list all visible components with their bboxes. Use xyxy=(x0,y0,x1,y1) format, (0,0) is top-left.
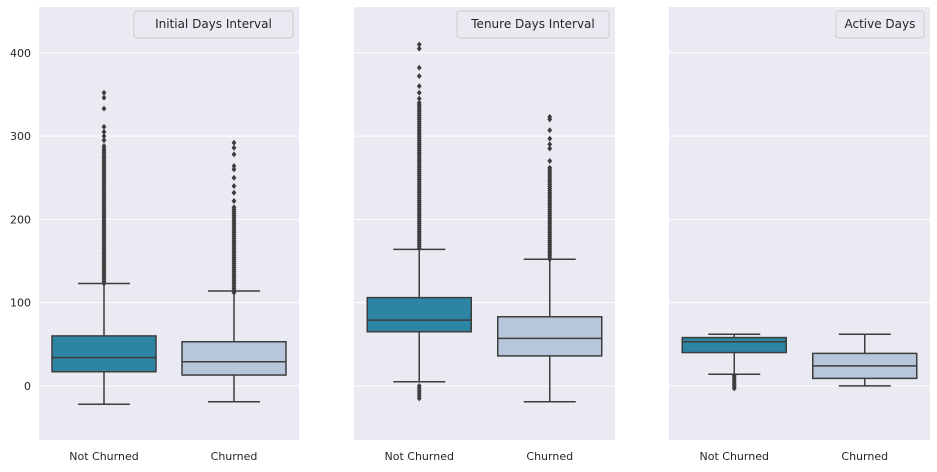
chart-panel-1: 0 100 200 300 400 Not Churned Churned Initial D… xyxy=(10,7,299,463)
chart-panel-3: Not Churned Churned Active Days xyxy=(669,7,930,463)
outlier-point xyxy=(416,83,422,90)
legend-frame xyxy=(835,10,925,39)
outlier-point xyxy=(416,99,422,106)
outlier-point xyxy=(231,198,237,205)
legend-title: Tenure Days Interval xyxy=(470,17,594,31)
legend-title: Initial Days Interval xyxy=(155,17,272,31)
outlier-point xyxy=(231,144,237,151)
box-not-churned xyxy=(366,41,472,402)
outlier-point xyxy=(231,139,237,146)
outlier-point xyxy=(231,189,237,196)
outlier-point xyxy=(101,143,107,150)
legend: Initial Days Interval xyxy=(133,10,294,39)
y-tick-label: 400 xyxy=(10,47,31,60)
outlier-point xyxy=(416,89,422,96)
outlier-point xyxy=(231,166,237,173)
box-iqr xyxy=(681,336,787,354)
x-tick-label: Not Churned xyxy=(700,450,769,463)
outlier-point xyxy=(101,128,107,135)
outlier-point xyxy=(231,151,237,158)
outlier-point xyxy=(231,174,237,181)
outlier-point xyxy=(547,158,553,165)
outlier-point xyxy=(547,127,553,134)
x-tick-label: Churned xyxy=(526,450,573,463)
chart-panel-2: Not Churned Churned Tenure Days Interval xyxy=(354,7,615,463)
outlier-point xyxy=(731,372,737,379)
legend-frame xyxy=(133,10,294,39)
box-iqr xyxy=(51,335,157,373)
box-churned xyxy=(181,139,287,403)
x-tick-label: Churned xyxy=(211,450,258,463)
outlier-point xyxy=(547,164,553,171)
x-tick-label: Churned xyxy=(841,450,888,463)
outlier-point xyxy=(416,41,422,48)
outlier-point xyxy=(101,137,107,144)
x-tick-label: Not Churned xyxy=(385,450,454,463)
legend-title: Active Days xyxy=(845,17,916,31)
box-churned xyxy=(812,333,918,387)
box-iqr xyxy=(366,296,472,333)
outlier-point xyxy=(416,382,422,389)
outlier-point xyxy=(231,163,237,170)
outlier-point xyxy=(547,113,553,120)
outlier-point xyxy=(231,204,237,211)
y-tick-label: 200 xyxy=(10,213,31,226)
box-iqr xyxy=(181,340,287,376)
outlier-point xyxy=(416,45,422,52)
outlier-point xyxy=(101,89,107,96)
box-not-churned xyxy=(51,89,157,405)
legend-frame xyxy=(456,10,610,39)
y-tick-label: 300 xyxy=(10,130,31,143)
y-tick-label: 0 xyxy=(24,380,31,393)
outlier-point xyxy=(101,105,107,112)
outlier-point xyxy=(231,183,237,190)
outlier-point xyxy=(416,95,422,102)
outlier-point xyxy=(416,64,422,71)
box-iqr xyxy=(497,316,603,357)
outlier-point xyxy=(101,133,107,140)
outlier-point xyxy=(547,135,553,142)
x-tick-label: Not Churned xyxy=(69,450,138,463)
outlier-point xyxy=(416,73,422,80)
outlier-point xyxy=(547,145,553,152)
box-churned xyxy=(497,113,603,403)
box-not-churned xyxy=(681,333,787,392)
outlier-point xyxy=(101,94,107,101)
legend: Tenure Days Interval xyxy=(456,10,610,39)
legend: Active Days xyxy=(835,10,925,39)
outlier-point xyxy=(547,141,553,148)
outlier-point xyxy=(101,123,107,130)
y-tick-label: 100 xyxy=(10,297,31,310)
plot-background xyxy=(354,7,615,440)
